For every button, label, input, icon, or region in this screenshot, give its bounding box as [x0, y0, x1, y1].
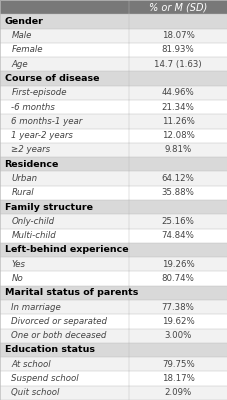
Bar: [0, 186, 227, 200]
Bar: [0, 372, 227, 386]
Text: 6 months-1 year: 6 months-1 year: [11, 117, 83, 126]
Bar: [0, 86, 227, 100]
Text: Multi-child: Multi-child: [11, 231, 56, 240]
Text: Course of disease: Course of disease: [5, 74, 99, 83]
Text: ≥2 years: ≥2 years: [11, 146, 50, 154]
Text: 3.00%: 3.00%: [165, 331, 192, 340]
Text: Female: Female: [11, 46, 43, 54]
Bar: [0, 28, 227, 43]
Text: 12.08%: 12.08%: [162, 131, 195, 140]
Text: 44.96%: 44.96%: [162, 88, 195, 97]
Bar: [0, 72, 227, 86]
Text: Only-child: Only-child: [11, 217, 54, 226]
Text: 18.17%: 18.17%: [162, 374, 195, 383]
Bar: [0, 157, 227, 172]
Text: Yes: Yes: [11, 260, 25, 269]
Text: Divorced or separated: Divorced or separated: [11, 317, 107, 326]
Text: First-episode: First-episode: [11, 88, 67, 97]
Bar: [0, 114, 227, 128]
Text: Gender: Gender: [5, 17, 43, 26]
Text: 81.93%: 81.93%: [162, 46, 195, 54]
Text: 18.07%: 18.07%: [162, 31, 195, 40]
Bar: [0, 328, 227, 343]
Bar: [0, 43, 227, 57]
Text: 64.12%: 64.12%: [162, 174, 195, 183]
Text: No: No: [11, 274, 23, 283]
Text: 77.38%: 77.38%: [162, 303, 195, 312]
Bar: [0, 128, 227, 143]
Text: One or both deceased: One or both deceased: [11, 331, 107, 340]
Bar: [0, 57, 227, 72]
Text: Left-behind experience: Left-behind experience: [5, 246, 128, 254]
Bar: [0, 357, 227, 372]
Text: Marital status of parents: Marital status of parents: [5, 288, 138, 297]
Bar: [0, 272, 227, 286]
Bar: [0, 214, 227, 228]
Text: -6 months: -6 months: [11, 103, 55, 112]
Bar: [0, 257, 227, 272]
Text: 2.09%: 2.09%: [165, 388, 192, 397]
Text: 19.26%: 19.26%: [162, 260, 195, 269]
Bar: [0, 0, 227, 14]
Text: 80.74%: 80.74%: [162, 274, 195, 283]
Bar: [0, 200, 227, 214]
Text: 1 year-2 years: 1 year-2 years: [11, 131, 73, 140]
Bar: [0, 314, 227, 328]
Text: 25.16%: 25.16%: [162, 217, 195, 226]
Text: Rural: Rural: [11, 188, 34, 197]
Bar: [0, 300, 227, 314]
Text: % or M (SD): % or M (SD): [149, 2, 207, 12]
Text: 74.84%: 74.84%: [162, 231, 195, 240]
Bar: [0, 243, 227, 257]
Text: 35.88%: 35.88%: [162, 188, 195, 197]
Text: Quit school: Quit school: [11, 388, 60, 397]
Text: Education status: Education status: [5, 346, 94, 354]
Bar: [0, 172, 227, 186]
Bar: [0, 343, 227, 357]
Text: 14.7 (1.63): 14.7 (1.63): [154, 60, 202, 69]
Text: Residence: Residence: [5, 160, 59, 169]
Text: Suspend school: Suspend school: [11, 374, 79, 383]
Text: 11.26%: 11.26%: [162, 117, 195, 126]
Text: 19.62%: 19.62%: [162, 317, 195, 326]
Text: Male: Male: [11, 31, 32, 40]
Text: Family structure: Family structure: [5, 203, 93, 212]
Text: Urban: Urban: [11, 174, 37, 183]
Text: Age: Age: [11, 60, 28, 69]
Text: 21.34%: 21.34%: [162, 103, 195, 112]
Bar: [0, 286, 227, 300]
Text: At school: At school: [11, 360, 51, 369]
Text: 79.75%: 79.75%: [162, 360, 195, 369]
Bar: [0, 143, 227, 157]
Bar: [0, 100, 227, 114]
Bar: [0, 14, 227, 28]
Text: 9.81%: 9.81%: [165, 146, 192, 154]
Text: In marriage: In marriage: [11, 303, 61, 312]
Bar: [0, 228, 227, 243]
Bar: [0, 386, 227, 400]
